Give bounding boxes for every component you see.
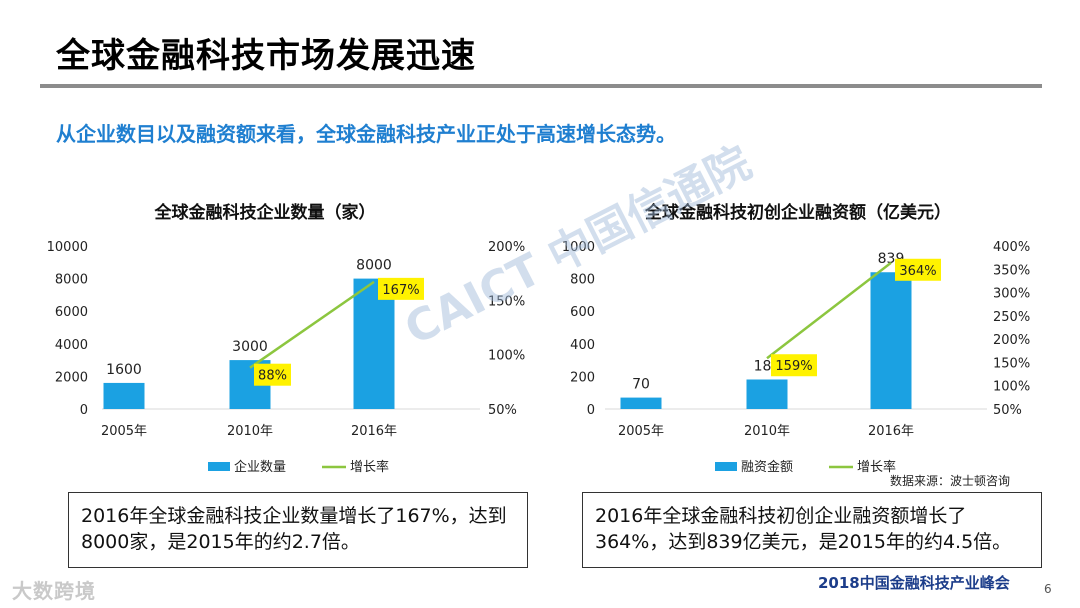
growth-rate-line xyxy=(766,261,892,360)
category-tick-label: 2016年 xyxy=(868,424,914,439)
legend-bar-label: 企业数量 xyxy=(234,459,286,475)
growth-rate-line xyxy=(249,280,375,369)
right-axis-tick-label: 400% xyxy=(993,240,1030,255)
right-axis-tick-label: 100% xyxy=(993,380,1030,395)
bar xyxy=(103,382,145,409)
left-axis-tick-label: 8000 xyxy=(55,273,88,288)
left-axis-tick-label: 0 xyxy=(587,403,595,418)
title-divider xyxy=(40,84,1042,88)
left-axis-tick-label: 800 xyxy=(570,273,595,288)
right-axis-tick-label: 200% xyxy=(488,240,525,255)
left-axis-tick-label: 10000 xyxy=(47,240,88,255)
bar xyxy=(746,379,788,409)
left-axis-tick-label: 600 xyxy=(570,305,595,320)
right-axis-tick-label: 200% xyxy=(993,333,1030,348)
growth-rate-label-box xyxy=(254,363,291,386)
bar-value-label: 70 xyxy=(632,377,650,393)
bar-value-label: 1600 xyxy=(106,362,142,378)
brand-logo: 大数跨境 xyxy=(12,579,96,603)
legend-bar-swatch xyxy=(208,462,230,471)
caption-funding-amount: 2016年全球金融科技初创企业融资额增长了364%，达到839亿美元，是2015… xyxy=(582,492,1042,568)
page-title: 全球金融科技市场发展迅速 xyxy=(56,36,476,76)
right-axis-tick-label: 300% xyxy=(993,287,1030,302)
right-axis-tick-label: 100% xyxy=(488,349,525,364)
category-tick-label: 2010年 xyxy=(227,424,273,439)
footer-text: 2018中国金融科技产业峰会 xyxy=(818,574,1010,592)
page-subtitle: 从企业数目以及融资额来看，全球金融科技产业正处于高速增长态势。 xyxy=(56,122,676,146)
chart-enterprise-count: 全球金融科技企业数量（家） 0 2000 4000 6000 8000 10000 50% 10… xyxy=(47,202,526,475)
growth-rate-label-box xyxy=(378,277,424,300)
data-source: 数据来源：波士顿咨询 xyxy=(890,474,1011,488)
growth-rate-label-box xyxy=(895,258,941,281)
left-axis-tick-label: 200 xyxy=(570,370,595,385)
left-axis-tick-label: 2000 xyxy=(55,370,88,385)
category-tick-label: 2005年 xyxy=(101,424,147,439)
category-tick-label: 2016年 xyxy=(351,424,397,439)
legend-bar-swatch xyxy=(715,462,737,471)
right-axis-tick-label: 150% xyxy=(993,356,1030,371)
legend-line-label: 增长率 xyxy=(857,459,896,475)
left-axis-tick-label: 4000 xyxy=(55,338,88,353)
left-axis-tick-label: 6000 xyxy=(55,305,88,320)
bar xyxy=(870,272,912,409)
right-axis-tick-label: 350% xyxy=(993,263,1030,278)
page-number: 6 xyxy=(1044,582,1052,596)
growth-rate-label: 167% xyxy=(382,283,419,298)
right-axis-tick-label: 50% xyxy=(993,403,1022,418)
bar-value-label: 3000 xyxy=(232,339,268,355)
category-tick-label: 2010年 xyxy=(744,424,790,439)
left-axis-tick-label: 400 xyxy=(570,338,595,353)
right-axis-tick-label: 250% xyxy=(993,310,1030,325)
bar-value-label: 8000 xyxy=(356,258,392,274)
growth-rate-label: 88% xyxy=(258,369,287,384)
growth-rate-label: 159% xyxy=(775,359,812,374)
growth-rate-label: 364% xyxy=(899,264,936,279)
chart-title: 全球金融科技初创企业融资额（亿美元） xyxy=(644,202,951,223)
legend-line-label: 增长率 xyxy=(350,459,389,475)
legend-bar-label: 融资金额 xyxy=(741,459,793,475)
bar xyxy=(353,278,395,409)
right-axis-tick-label: 50% xyxy=(488,403,517,418)
left-axis-tick-label: 0 xyxy=(80,403,88,418)
category-tick-label: 2005年 xyxy=(618,424,664,439)
left-axis-tick-label: 1000 xyxy=(562,240,595,255)
chart-funding-amount: 全球金融科技初创企业融资额（亿美元） 0 200 400 600 800 1000 50% 10… xyxy=(562,202,1030,475)
growth-rate-label-box xyxy=(771,354,817,377)
chart-title: 全球金融科技企业数量（家） xyxy=(154,202,376,223)
caption-enterprise-count: 2016年全球金融科技企业数量增长了167%，达到8000家，是2015年的约2… xyxy=(68,492,528,568)
bar xyxy=(620,397,662,409)
right-axis-tick-label: 150% xyxy=(488,294,525,309)
